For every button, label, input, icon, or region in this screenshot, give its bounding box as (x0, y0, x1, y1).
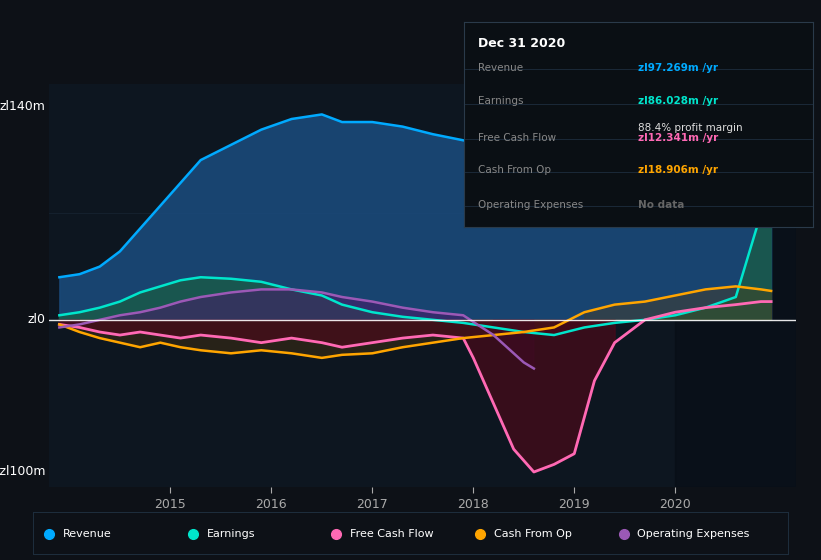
Text: Operating Expenses: Operating Expenses (478, 200, 583, 210)
Text: Dec 31 2020: Dec 31 2020 (478, 37, 565, 50)
Text: Cash From Op: Cash From Op (478, 166, 551, 175)
Text: zl0: zl0 (28, 314, 45, 326)
Text: Cash From Op: Cash From Op (493, 529, 571, 539)
Text: -zl100m: -zl100m (0, 465, 45, 478)
Text: Earnings: Earnings (207, 529, 255, 539)
Text: Revenue: Revenue (63, 529, 112, 539)
Text: zl12.341m /yr: zl12.341m /yr (639, 133, 718, 143)
Text: Free Cash Flow: Free Cash Flow (350, 529, 433, 539)
Text: zl97.269m /yr: zl97.269m /yr (639, 63, 718, 73)
Text: 88.4% profit margin: 88.4% profit margin (639, 123, 743, 133)
Text: zl140m: zl140m (0, 100, 45, 113)
Text: Earnings: Earnings (478, 96, 523, 106)
Text: zl86.028m /yr: zl86.028m /yr (639, 96, 718, 106)
Text: Operating Expenses: Operating Expenses (637, 529, 750, 539)
Text: Revenue: Revenue (478, 63, 523, 73)
Text: No data: No data (639, 200, 685, 210)
Text: zl18.906m /yr: zl18.906m /yr (639, 166, 718, 175)
Bar (675, 84, 796, 487)
Text: Free Cash Flow: Free Cash Flow (478, 133, 556, 143)
